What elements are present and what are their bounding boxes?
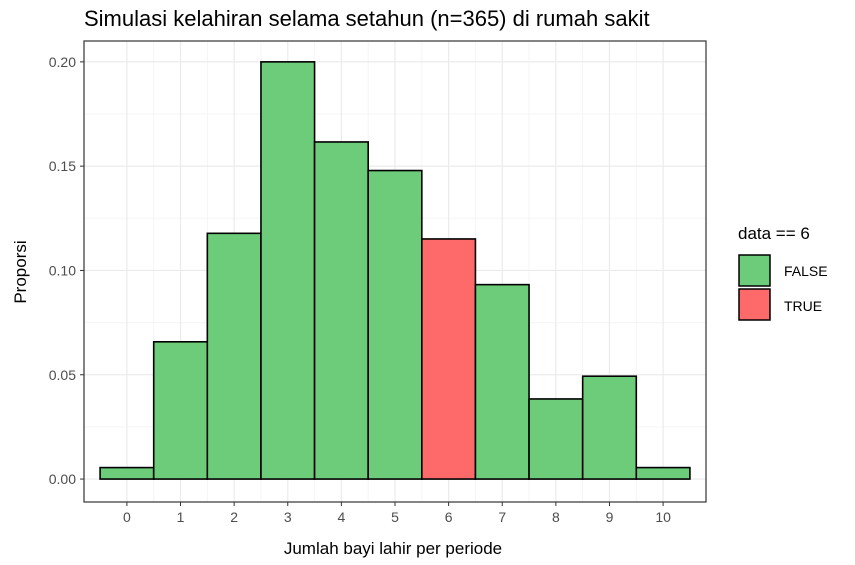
legend-key-true [738,288,771,321]
y-tick-label: 0.00 [49,471,76,487]
y-tick-label: 0.10 [49,262,76,278]
bar-8 [528,398,584,480]
bar-1 [152,340,209,480]
bar-5 [367,169,423,480]
bar-4 [313,141,369,480]
legend-key-false [738,254,771,287]
y-tick-label: 0.20 [49,54,76,70]
legend: data == 6 FALSE TRUE [738,224,828,321]
x-tick-label: 0 [123,509,131,525]
x-axis-ticks: 0 1 2 3 4 5 6 7 8 9 10 [123,502,671,525]
x-tick-label: 7 [498,509,506,525]
bar-9 [581,375,638,480]
bar-10 [635,466,691,480]
x-tick-label: 5 [391,509,399,525]
legend-label-true: TRUE [784,298,822,314]
chart-title: Simulasi kelahiran selama setahun (n=365… [84,6,650,31]
bar-0 [99,466,155,480]
legend-label-false: FALSE [784,263,828,279]
x-tick-label: 10 [655,509,671,525]
bar-7 [474,283,530,480]
x-tick-label: 2 [230,509,238,525]
bar-6 [421,238,477,480]
x-tick-label: 4 [337,509,345,525]
y-axis-title: Proporsi [11,240,30,303]
x-tick-label: 9 [606,509,614,525]
x-tick-label: 3 [284,509,292,525]
x-tick-label: 1 [177,509,185,525]
legend-title: data == 6 [738,224,810,243]
x-tick-label: 8 [552,509,560,525]
y-tick-label: 0.05 [49,367,76,383]
bar-2 [206,232,262,480]
bar-3 [260,61,316,480]
x-axis-title: Jumlah bayi lahir per periode [284,539,502,558]
y-tick-label: 0.15 [49,158,76,174]
bars [99,61,691,480]
x-tick-label: 6 [445,509,453,525]
y-axis-ticks: 0.00 0.05 0.10 0.15 0.20 [49,54,84,487]
